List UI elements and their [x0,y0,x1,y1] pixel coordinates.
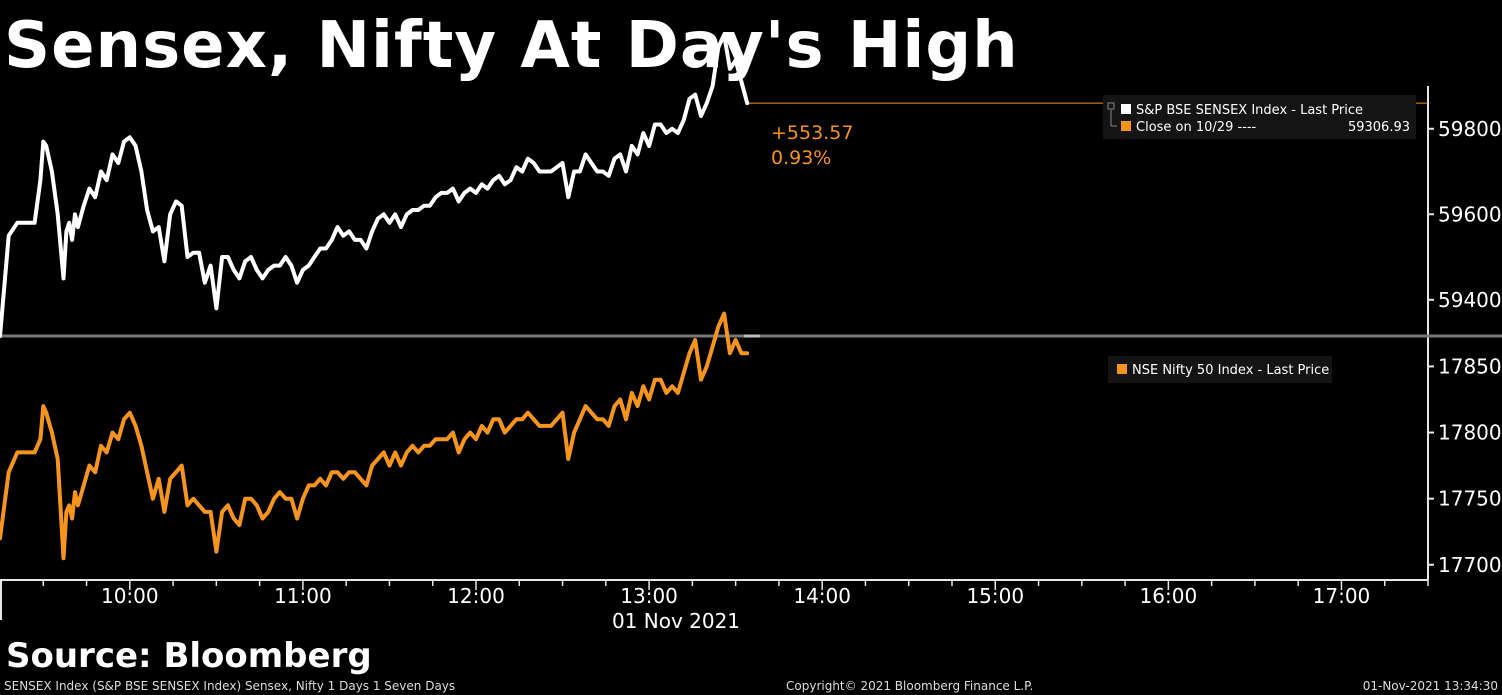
sensex-legend-panel [1103,95,1416,139]
footer-timestamp: 01-Nov-2021 13:34:30 [1362,679,1498,693]
sensex-y-tick-label: 59400 [1438,288,1502,312]
sensex-change-label: +553.57 [771,122,853,144]
x-tick-label: 12:00 [447,584,505,608]
x-tick-label: 11:00 [274,584,332,608]
sensex-y-tick-label: 59800 [1438,117,1502,141]
x-tick-label: 10:00 [101,584,159,608]
close-legend-name: Close on 10/29 [1136,120,1233,135]
nifty-series-line [0,311,750,561]
close-legend-value: 59306.93 [1348,120,1410,135]
x-tick-label: 16:00 [1140,584,1198,608]
sensex-legend[interactable]: S&P BSE SENSEX Index - Last Price Close … [1103,95,1416,139]
nifty-legend[interactable]: NSE Nifty 50 Index - Last Price [1108,356,1332,383]
nifty-legend-swatch [1117,364,1127,374]
nifty-y-tick-label: 17850 [1438,354,1502,378]
x-axis-date-label: 01 Nov 2021 [612,609,740,633]
nifty-y-tick-label: 17700 [1438,553,1502,577]
legend-collapse-icon[interactable] [1107,102,1115,110]
x-tick-label: 14:00 [793,584,851,608]
x-tick-label: 13:00 [620,584,678,608]
sensex-series-line [0,32,750,339]
nifty-legend-label: NSE Nifty 50 Index - Last Price [1132,363,1329,378]
sensex-legend-swatch [1121,104,1131,114]
sensex-y-axis: 59400 59600 59800 [1428,117,1502,312]
footer-description: SENSEX Index (S&P BSE SENSEX Index) Sens… [4,679,456,693]
chart-title: Sensex, Nifty At Day's High [4,9,1019,83]
x-tick-label: 17:00 [1313,584,1371,608]
nifty-y-tick-label: 17800 [1438,421,1502,445]
close-legend-swatch [1121,121,1131,131]
source-label: Source: Bloomberg [6,636,372,676]
x-tick-label: 15:00 [966,584,1024,608]
nifty-y-axis: 17700 17750 17800 17850 [1428,354,1502,577]
x-axis: 10:00 11:00 12:00 13:00 14:00 15:00 16:00 17:00 [0,580,1429,608]
sensex-y-tick-label: 59600 [1438,202,1502,226]
sensex-percent-label: 0.93% [771,147,831,169]
nifty-y-tick-label: 17750 [1438,487,1502,511]
sensex-legend-label: S&P BSE SENSEX Index - Last Price [1136,103,1363,118]
close-legend-label: Close on 10/29 ---- [1136,120,1257,135]
footer-copyright: Copyright© 2021 Bloomberg Finance L.P. [786,679,1034,693]
nifty-legend-panel [1108,356,1332,383]
